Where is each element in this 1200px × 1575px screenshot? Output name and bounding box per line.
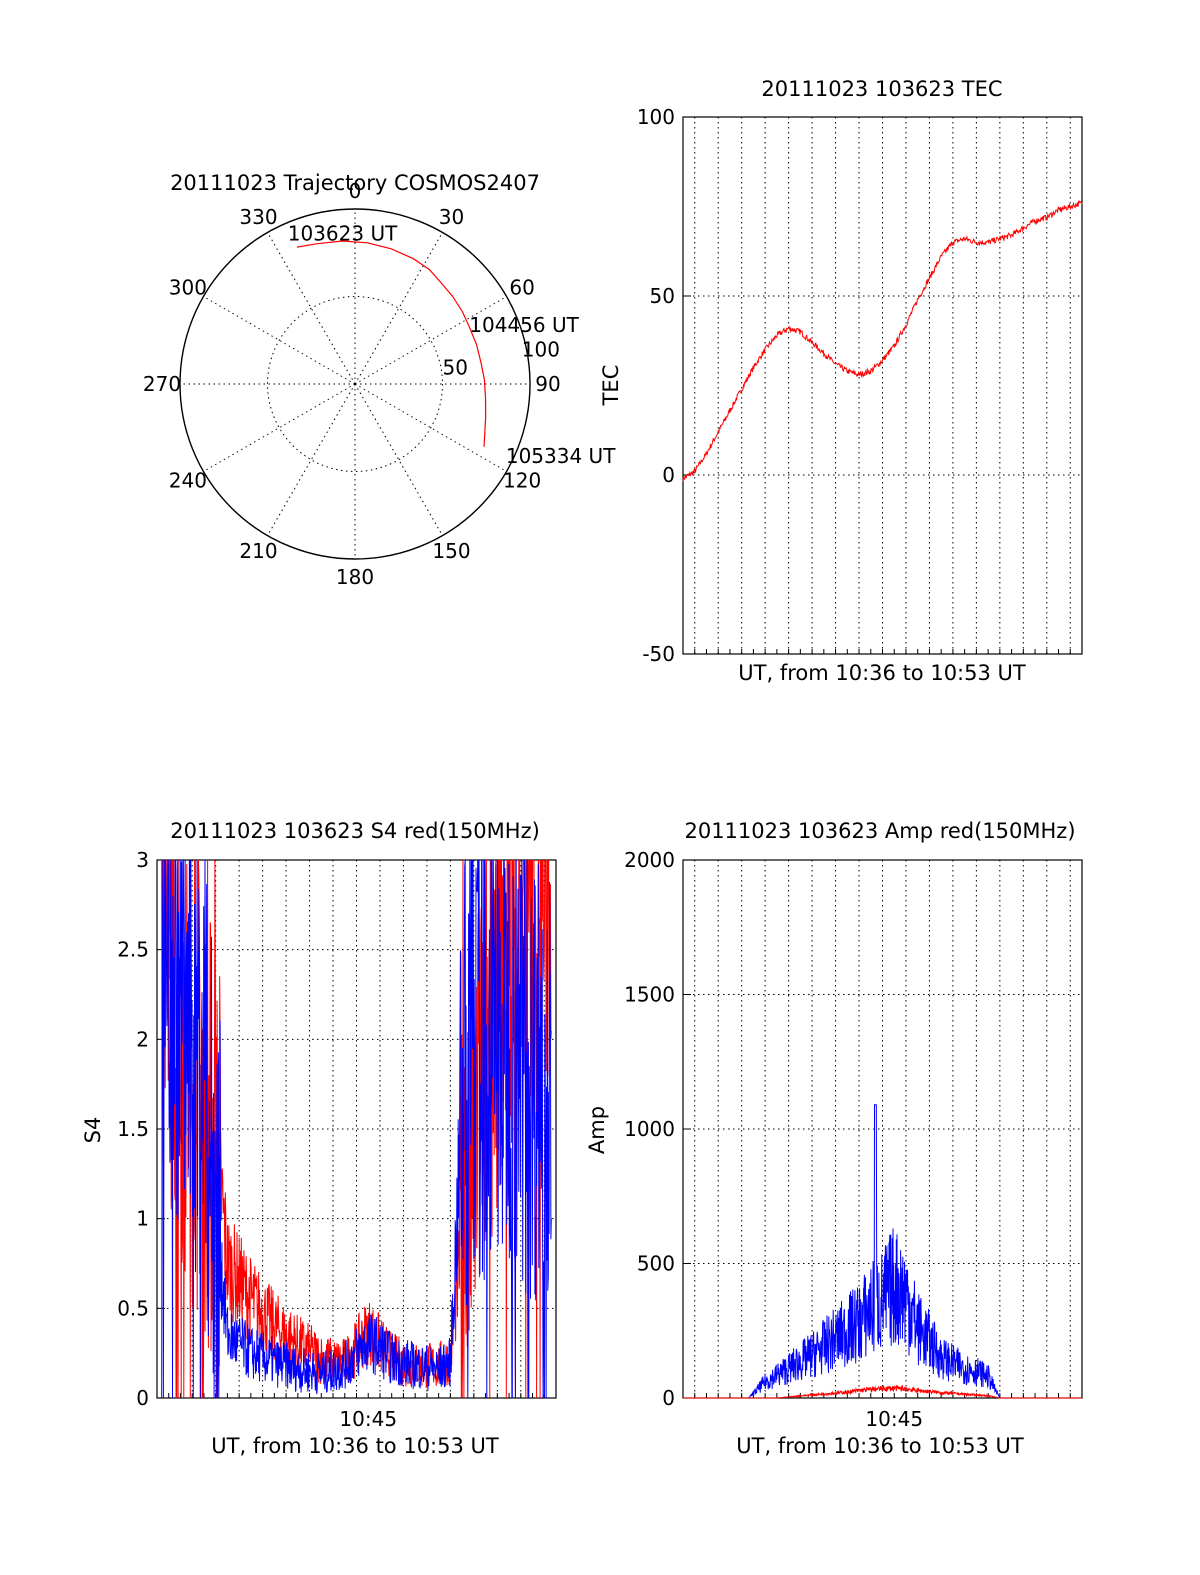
amp-xlabel: UT, from 10:36 to 10:53 UT [736,1434,1024,1458]
tec-ytick-label: 50 [650,284,675,308]
polar-time-annotation: 104456 UT [469,313,579,337]
amp-ylabel: Amp [585,1106,609,1154]
s4-frame [156,859,557,1399]
polar-angle-label: 60 [509,276,534,300]
polar-angle-label: 120 [503,469,541,493]
tec-ytick-label: 100 [637,105,675,129]
amp-ytick-label: 0 [662,1386,675,1410]
polar-angle-label: 210 [239,539,277,563]
polar-radius-label: 100 [522,337,560,361]
tec-frame [682,116,1083,655]
polar-spoke [267,232,356,385]
amp-ytick-label: 2000 [624,848,675,872]
polar-angle-label: 90 [535,372,560,396]
polar-grid-circle [267,296,443,472]
polar-radius-label: 50 [443,356,468,380]
polar-angle-label: 30 [439,205,464,229]
polar-angle-label: 180 [336,565,374,589]
amp-ytick-label: 1500 [624,983,675,1007]
s4-panel: 20111023 103623 S4 red(150MHz) UT, from … [81,819,557,1458]
polar-spoke [203,383,356,472]
tec-title: 20111023 103623 TEC [761,77,1002,101]
polar-spoke [354,383,443,536]
polar-angle-label: 0 [349,179,362,203]
polar-time-annotation: 105334 UT [506,444,616,468]
s4-series-blue [161,860,552,1398]
s4-ytick-label: 1 [136,1207,149,1231]
polar-title: 20111023 Trajectory COSMOS2407 [170,171,540,195]
s4-ylabel: S4 [81,1117,105,1144]
amp-series-red [683,1384,1082,1399]
polar-angle-label: 270 [143,372,181,396]
tec-series-line [682,199,1083,482]
s4-ytick-label: 3 [136,848,149,872]
s4-ytick-label: 0 [136,1386,149,1410]
polar-spoke [354,383,507,472]
polar-trajectory-panel: 20111023 Trajectory COSMOS2407 0 30 60 90 12… [143,171,616,589]
s4-ytick-label: 2 [136,1027,149,1051]
amp-panel: 20111023 103623 Amp red(150MHz) UT, from… [585,819,1083,1458]
polar-angle-label: 240 [169,469,207,493]
polar-spoke [267,383,356,536]
polar-spoke [354,232,443,385]
s4-ytick-label: 2.5 [117,938,149,962]
polar-angle-label: 150 [432,539,470,563]
amp-title: 20111023 103623 Amp red(150MHz) [684,819,1075,843]
polar-time-annotation: 103623 UT [288,221,398,245]
polar-spoke [203,296,356,385]
tec-ytick-label: -50 [642,642,675,666]
polar-trajectory-line [296,240,487,447]
polar-outer-circle [179,208,531,560]
s4-xlabel: UT, from 10:36 to 10:53 UT [211,1434,499,1458]
amp-ytick-label: 500 [637,1252,675,1276]
s4-xtick-label: 10:45 [339,1407,397,1431]
amp-xtick-label: 10:45 [865,1407,923,1431]
s4-ytick-label: 0.5 [117,1296,149,1320]
amp-ytick-label: 1000 [624,1117,675,1141]
polar-angle-label: 300 [169,276,207,300]
polar-spoke [354,296,507,385]
s4-title: 20111023 103623 S4 red(150MHz) [170,819,540,843]
s4-ytick-label: 1.5 [117,1117,149,1141]
polar-angle-label: 330 [239,205,277,229]
tec-xlabel: UT, from 10:36 to 10:53 UT [738,661,1026,685]
tec-panel: 20111023 103623 TEC UT, from 10:36 to 10… [599,77,1083,685]
tec-ytick-label: 0 [662,463,675,487]
amp-frame [682,859,1083,1399]
tec-ylabel: TEC [599,365,623,407]
